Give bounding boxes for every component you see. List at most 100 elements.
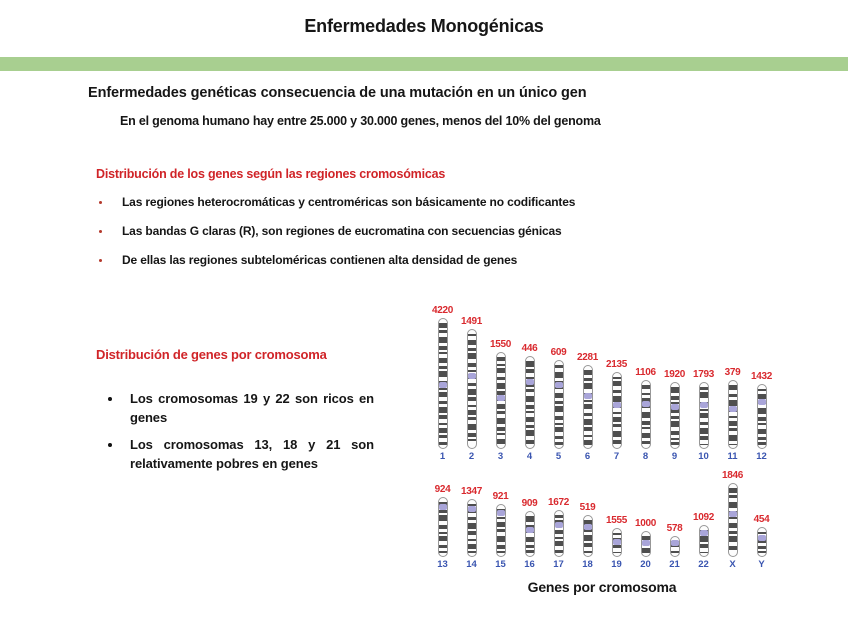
centromere-band	[525, 527, 534, 533]
section2-heading: Distribución de genes por cromosoma	[96, 347, 327, 362]
chromosome-label: 13	[437, 559, 448, 570]
chromosome-ideogram	[727, 483, 738, 557]
chromosome-ideogram	[553, 360, 564, 449]
gene-count-label: 921	[492, 491, 509, 502]
chromosome-ideogram	[669, 382, 680, 449]
chromosome-column-21: 578 21	[660, 523, 689, 571]
gene-count-label: 924	[434, 484, 451, 495]
bullet-item: De ellas las regiones subteloméricas con…	[98, 252, 678, 269]
chromosome-column-10: 1793 10	[689, 369, 718, 463]
figure-caption: Genes por cromosoma	[527, 579, 677, 595]
chromosome-ideogram	[611, 528, 622, 557]
chromosome-column-9: 1920 9	[660, 369, 689, 463]
chromosome-label: 18	[582, 559, 593, 570]
centromere-band	[641, 540, 650, 546]
chromosome-column-Y: 454 Y	[747, 514, 776, 571]
bullet-dot-icon	[108, 397, 112, 401]
chromosome-label: 4	[526, 451, 533, 462]
chromosome-column-12: 1432 12	[747, 371, 776, 463]
centromere-band	[496, 395, 505, 401]
chromosome-column-4: 446 4	[515, 343, 544, 463]
gene-count-label: 446	[521, 343, 538, 354]
centromere-band	[467, 373, 476, 379]
bullet-text: Los cromosomas 13, 18 y 21 son relativam…	[130, 437, 374, 471]
chromosome-label: 10	[698, 451, 709, 462]
chromosome-label: 3	[497, 451, 504, 462]
bullet-text: De ellas las regiones subteloméricas con…	[122, 253, 518, 267]
accent-divider-bar	[0, 57, 848, 71]
slide-title: Enfermedades Monogénicas	[304, 16, 544, 36]
gene-count-label: 609	[550, 347, 567, 358]
chromosome-label: X	[729, 559, 736, 570]
gene-count-label: 1432	[750, 371, 773, 382]
centromere-band	[583, 393, 592, 399]
chromosome-label: 17	[553, 559, 564, 570]
main-heading: Enfermedades genéticas consecuencia de u…	[88, 85, 587, 101]
chromosome-column-7: 2135 7	[602, 359, 631, 463]
chromosome-ideogram	[727, 380, 738, 449]
centromere-band	[467, 506, 476, 512]
chromosome-column-17: 1672 17	[544, 497, 573, 571]
chromosome-label: 2	[468, 451, 475, 462]
chromosome-column-8: 1106 8	[631, 367, 660, 463]
chromosome-column-3: 1550 3	[486, 339, 515, 463]
chromosome-label: 11	[727, 451, 738, 462]
chromosome-label: 8	[642, 451, 649, 462]
gene-count-label: 1491	[460, 316, 483, 327]
section2-bullet-list: Los cromosomas 19 y 22 son ricos en gene…	[106, 389, 374, 481]
chromosome-label: 16	[524, 559, 535, 570]
bullet-text: Las bandas G claras (R), son regiones de…	[122, 224, 562, 238]
chromosome-label: 15	[495, 559, 506, 570]
chromosome-label: 7	[613, 451, 620, 462]
gene-count-label: 454	[753, 514, 770, 525]
chromosome-label: 20	[640, 559, 651, 570]
chromosome-column-20: 1000 20	[631, 518, 660, 571]
chromosome-label: 9	[671, 451, 678, 462]
chromosome-ideogram	[756, 384, 767, 449]
karyogram-row-1: 4220 1 1491 2 1550 3 446 4 609 5 2281 6 2135 7 1106 8 19…	[428, 305, 776, 463]
chromosome-ideogram	[582, 515, 593, 557]
chromosome-column-5: 609 5	[544, 347, 573, 463]
gene-count-label: 2281	[576, 352, 599, 363]
bullet-dot-icon	[108, 443, 112, 447]
chromosome-column-16: 909 16	[515, 498, 544, 571]
chromosome-label: 12	[756, 451, 767, 462]
gene-count-label: 519	[579, 502, 596, 513]
gene-count-label: 1920	[663, 369, 686, 380]
gene-count-label: 1793	[692, 369, 715, 380]
gene-count-label: 1555	[605, 515, 628, 526]
chromosome-column-6: 2281 6	[573, 352, 602, 463]
centromere-band	[641, 401, 650, 407]
centromere-band	[670, 540, 679, 546]
chromosome-label: 1	[439, 451, 446, 462]
chromosome-ideogram	[553, 510, 564, 557]
centromere-band	[438, 382, 447, 388]
bullet-item: Los cromosomas 13, 18 y 21 son relativam…	[106, 435, 374, 473]
chromosome-label: 5	[555, 451, 562, 462]
gene-count-label: 1550	[489, 339, 512, 350]
chromosome-column-19: 1555 19	[602, 515, 631, 571]
centromere-band	[525, 379, 534, 385]
chromosome-label: 22	[698, 559, 709, 570]
chromosome-label: 6	[584, 451, 591, 462]
gene-count-label: 1000	[634, 518, 657, 529]
centromere-band	[496, 510, 505, 516]
bullet-text: Las regiones heterocromáticas y centromé…	[122, 195, 576, 209]
section1-heading: Distribución de los genes según las regi…	[96, 167, 446, 181]
centromere-band	[670, 404, 679, 410]
bullet-dot-icon	[99, 259, 102, 262]
chromosome-ideogram	[524, 511, 535, 557]
chromosome-ideogram	[698, 382, 709, 449]
chromosome-ideogram	[640, 531, 651, 557]
chromosome-ideogram	[640, 380, 651, 449]
gene-count-label: 2135	[605, 359, 628, 370]
centromere-band	[728, 511, 737, 517]
chromosome-column-X: 1846 X	[718, 470, 747, 571]
karyogram-row-2: 924 13 1347 14 921 15 909 16 1672 17 519 18 1555 19 10…	[428, 470, 776, 571]
centromere-band	[699, 530, 708, 536]
chromosome-column-15: 921 15	[486, 491, 515, 571]
chromosome-ideogram	[611, 372, 622, 449]
gene-count-label: 1092	[692, 512, 715, 523]
chromosome-column-22: 1092 22	[689, 512, 718, 571]
chromosome-ideogram	[495, 352, 506, 449]
